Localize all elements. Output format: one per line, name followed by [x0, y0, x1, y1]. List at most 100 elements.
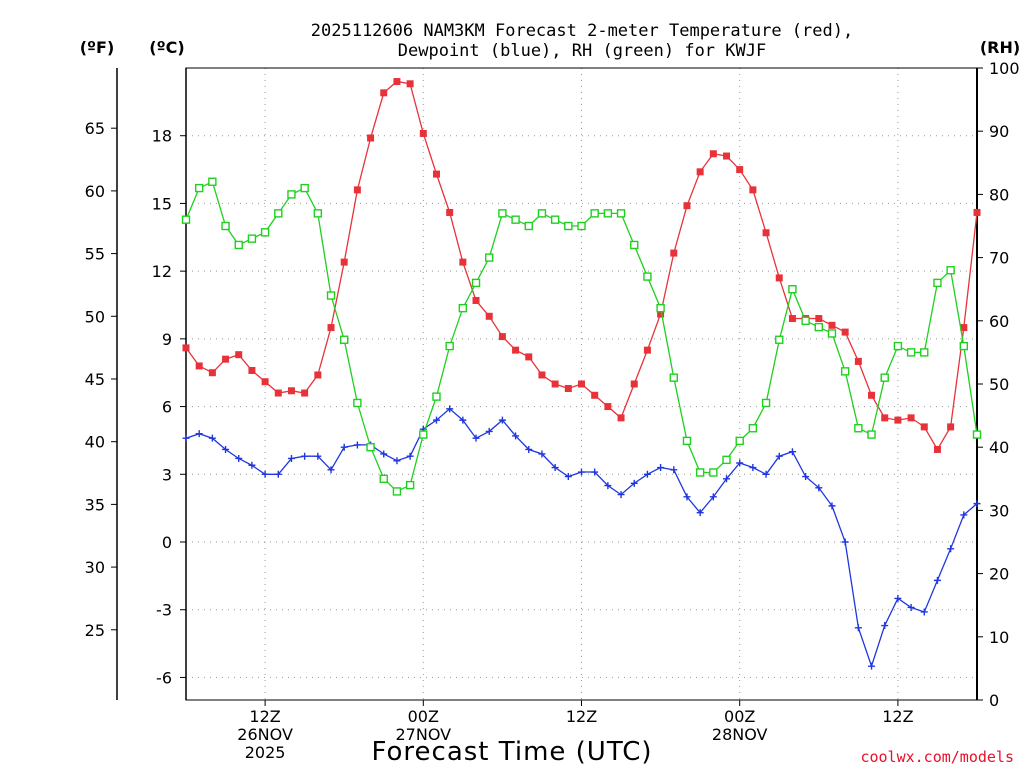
rh-point [920, 348, 929, 357]
2-meter-temperature-point [459, 258, 467, 266]
2-meter-temperature-point [208, 369, 216, 377]
rh-point [340, 335, 349, 344]
dewpoint-point [696, 509, 704, 517]
rh-point [748, 424, 758, 433]
rh-point [814, 322, 823, 332]
rh-tick-label: 80 [989, 185, 1009, 204]
rh-point [445, 341, 454, 351]
2-meter-temperature-point [538, 371, 546, 379]
x-tick-label: 26NOV [237, 725, 293, 744]
rh-point [616, 209, 626, 218]
rh-point [485, 253, 494, 262]
2-meter-temperature-point [841, 328, 849, 336]
dewpoint-point [446, 405, 454, 413]
2-meter-temperature-point [182, 344, 190, 352]
celsius-tick-label: 3 [162, 465, 172, 484]
rh-point [194, 183, 204, 193]
rh-tick-labels: 100 90 80 70 60 50 40 30 20 10 0 [989, 59, 1020, 710]
2-meter-temperature-point [406, 80, 414, 88]
2-meter-temperature-point [709, 150, 717, 158]
dewpoint-point [683, 493, 691, 501]
celsius-tick-label: 0 [162, 533, 172, 552]
dewpoint-point [274, 470, 282, 478]
celsius-tick-label: 15 [152, 194, 172, 213]
x-tick-label: 2025 [245, 743, 286, 762]
dewpoint-point [182, 434, 190, 442]
2-meter-temperature-point [314, 371, 322, 379]
rh-point [564, 221, 573, 231]
2-meter-temperature-point [591, 391, 599, 399]
rh-point [590, 209, 599, 218]
2-meter-temperature-point [353, 186, 361, 194]
2-meter-temperature-point [868, 391, 876, 399]
rh-tick-label: 50 [989, 375, 1009, 394]
2-meter-temperature-point [960, 324, 968, 332]
dewpoint-point [248, 461, 256, 469]
fahrenheit-tick-label: 45 [85, 370, 105, 389]
2-meter-temperature-point [472, 296, 480, 304]
2-meter-temperature-point [749, 186, 757, 194]
rh-point [840, 367, 850, 376]
dewpoint-point [261, 470, 269, 478]
2-meter-temperature-point [485, 312, 493, 320]
rh-point [933, 278, 942, 288]
tick-marks [111, 67, 983, 706]
2-meter-temperature-point [907, 414, 915, 422]
rh-point [867, 430, 876, 439]
2-meter-temperature-point [630, 380, 638, 388]
credit-link[interactable]: coolwx.com/models [860, 748, 1014, 766]
2-meter-temperature-point [564, 385, 572, 393]
celsius-tick-label: 18 [152, 127, 172, 146]
dewpoint-point [960, 511, 968, 519]
dewpoint-point [485, 427, 493, 435]
rh-point [656, 303, 665, 313]
rh-point [313, 209, 323, 218]
celsius-tick-label: 9 [162, 330, 172, 349]
rh-point [880, 373, 889, 382]
dewpoint-point [723, 475, 731, 483]
2-meter-temperature-point [261, 378, 269, 386]
fahrenheit-tick-label: 25 [85, 621, 105, 640]
dewpoint-point [551, 464, 559, 472]
dewpoint-point [380, 450, 388, 458]
fahrenheit-axis-unit: (ºF) [80, 38, 115, 57]
rh-point [208, 177, 217, 186]
2-meter-temperature-point [815, 315, 823, 323]
rh-point [221, 221, 230, 231]
rh-point [537, 209, 547, 218]
rh-point [682, 436, 692, 446]
rh-point [458, 303, 468, 313]
rh-point [247, 234, 257, 243]
dewpoint-point [907, 603, 915, 611]
rh-point [775, 335, 784, 344]
dewpoint-point [525, 445, 533, 453]
rh-point [181, 215, 191, 224]
celsius-axis-unit: (ºC) [149, 38, 184, 57]
x-tick-label: 27NOV [396, 725, 452, 744]
dewpoint-point [815, 484, 823, 492]
rh-point [524, 221, 533, 231]
rh-point [722, 455, 731, 465]
celsius-tick-label: 12 [152, 262, 172, 281]
rh-tick-label: 40 [989, 438, 1009, 457]
fahrenheit-tick-label: 60 [85, 182, 105, 201]
dewpoint-point [498, 416, 506, 424]
2-meter-temperature-point [723, 152, 731, 160]
rh-point [498, 209, 507, 218]
rh-axis-unit: (RH) [980, 38, 1020, 57]
dewpoint-point [235, 454, 243, 462]
2-meter-temperature-point [551, 380, 559, 388]
dewpoint-point [340, 443, 348, 451]
rh-point [709, 468, 718, 477]
dewpoint-point [854, 624, 862, 632]
rh-point [353, 398, 362, 408]
dewpoint-point [643, 470, 651, 478]
2-meter-temperature-point [195, 362, 203, 370]
dewpoint-point [828, 502, 836, 510]
rh-point [972, 430, 982, 439]
dewpoint-point [973, 500, 981, 508]
x-tick-label: 12Z [566, 707, 597, 726]
2-meter-temperature-point [933, 445, 941, 453]
2-meter-temperature-point [657, 310, 665, 318]
2-meter-temperature-point [643, 346, 651, 354]
